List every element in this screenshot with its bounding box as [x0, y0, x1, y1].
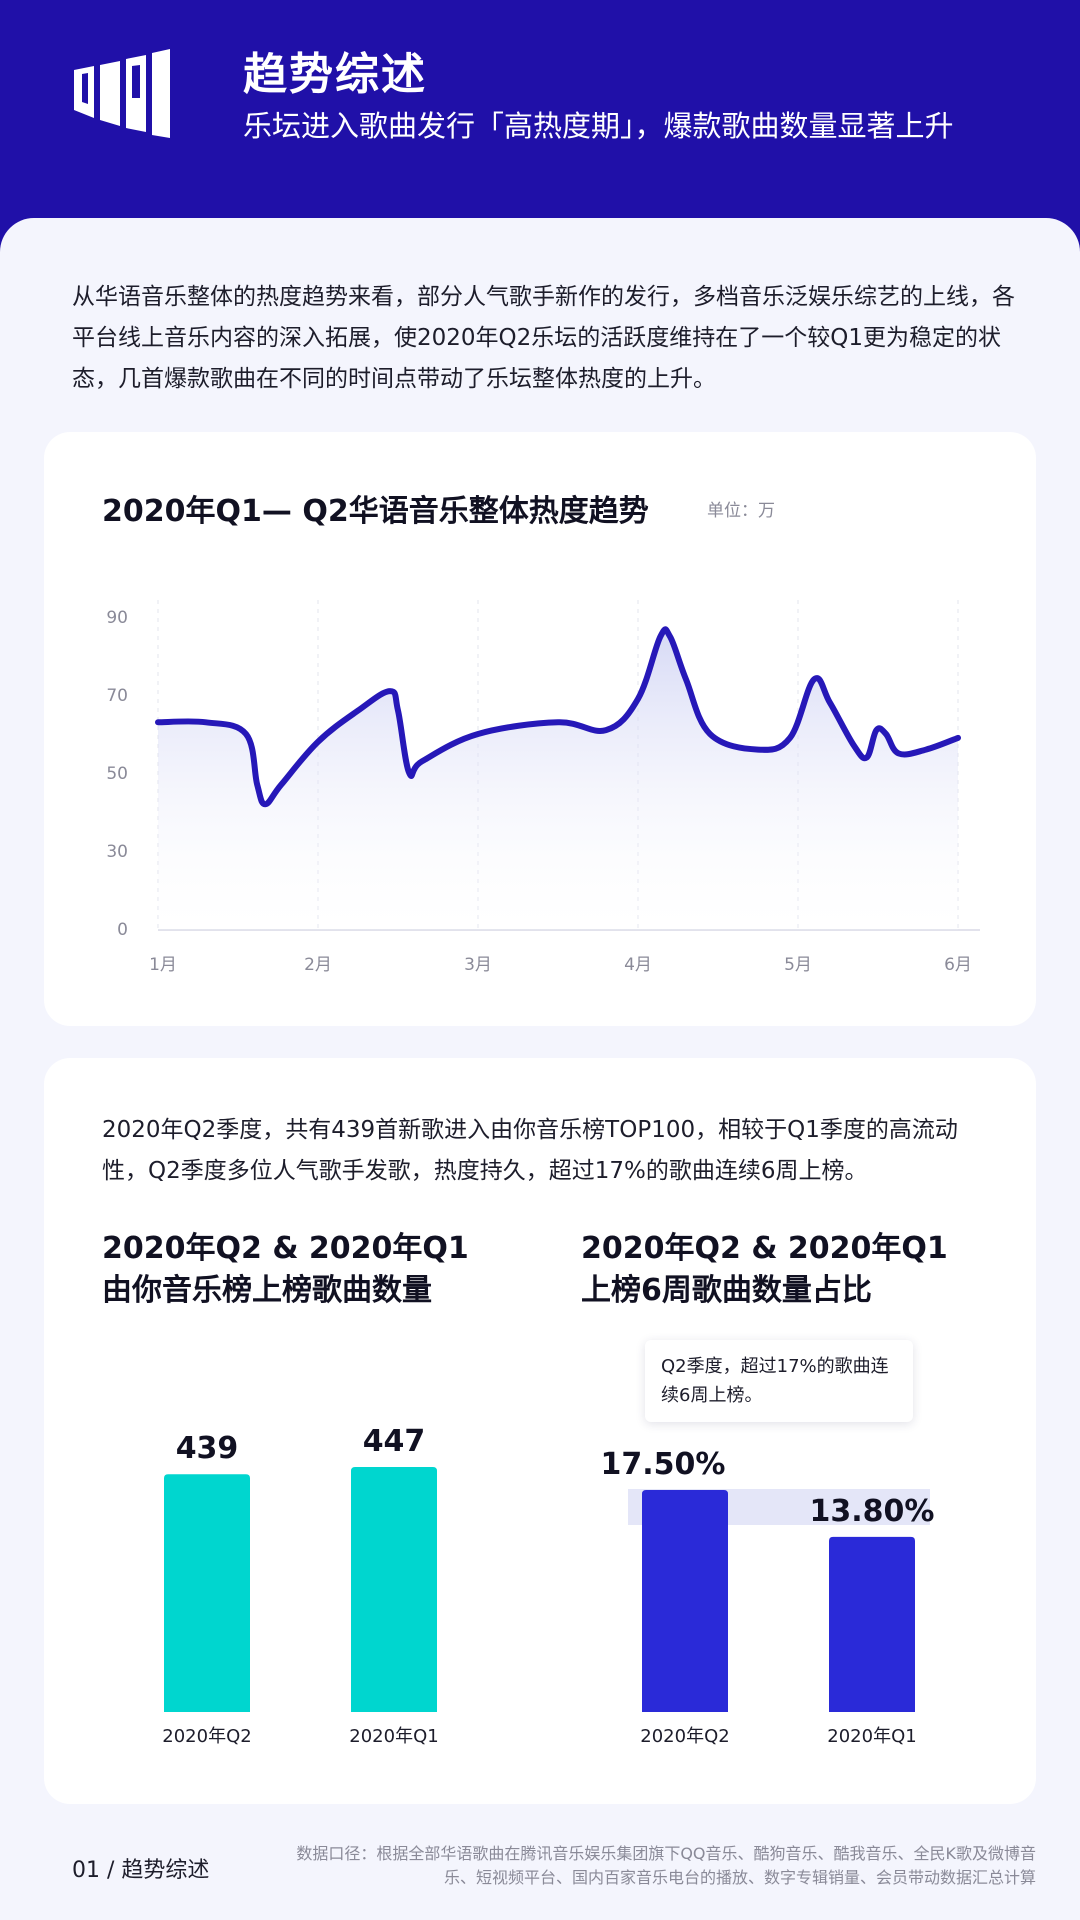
- y-tick-label: 70: [106, 686, 128, 706]
- page-subtitle: 乐坛进入歌曲发行「高热度期」，爆款歌曲数量显著上升: [243, 109, 954, 143]
- logo-icon: [74, 49, 170, 138]
- data-source-note: 数据口径：根据全部华语歌曲在腾讯音乐娱乐集团旗下QQ音乐、酷狗音乐、酷我音乐、全…: [296, 1844, 1036, 1887]
- x-tick-label: 3月: [464, 955, 492, 975]
- line-chart-title: 2020年Q1— Q2华语音乐整体热度趋势: [102, 494, 649, 529]
- page-title: 趋势综述: [243, 49, 427, 100]
- x-tick-label: 1月: [149, 955, 177, 975]
- trend-area: [158, 629, 958, 930]
- trend-line: [155, 626, 961, 808]
- bar-category-label: 2020年Q1: [349, 1726, 438, 1747]
- bar-charts: 439 2020年Q2 447 2020年Q1 17.50% 2020年Q2 13.80%…: [162, 1424, 935, 1747]
- bar-value-label: 17.50%: [601, 1447, 726, 1482]
- y-tick-label: 90: [106, 608, 128, 628]
- line-chart-unit: 单位：万: [707, 501, 775, 521]
- right-title-line-2: 上榜6周歌曲数量占比: [581, 1273, 872, 1308]
- bar-value-label: 447: [363, 1424, 426, 1459]
- ranking-paragraph: 2020年Q2季度，共有439首新歌进入由你音乐榜TOP100，相较于Q1季度的…: [102, 1117, 958, 1184]
- header-banner: 趋势综述 乐坛进入歌曲发行「高热度期」，爆款歌曲数量显著上升: [0, 0, 1080, 260]
- line-chart: 90 70 50 30 0 1月 2月 3月 4月 5月 6月: [106, 600, 980, 975]
- page-indicator: 01 / 趋势综述: [72, 1858, 210, 1883]
- x-tick-label: 5月: [784, 955, 812, 975]
- left-bar-chart-title: 2020年Q2 & 2020年Q1 由你音乐榜上榜歌曲数量: [102, 1228, 522, 1312]
- x-tick-label: 4月: [624, 955, 652, 975]
- y-tick-label: 50: [106, 764, 128, 784]
- left-title-line-2: 由你音乐榜上榜歌曲数量: [102, 1273, 432, 1308]
- bar-value-label: 439: [176, 1431, 239, 1466]
- right-bar-chart-title: 2020年Q2 & 2020年Q1 上榜6周歌曲数量占比: [581, 1228, 1001, 1312]
- y-tick-label: 0: [117, 920, 128, 940]
- bar: [829, 1536, 915, 1712]
- y-tick-label: 30: [106, 842, 128, 862]
- bar-category-label: 2020年Q2: [162, 1726, 251, 1747]
- x-tick-label: 6月: [944, 955, 972, 975]
- bar: [164, 1474, 250, 1712]
- left-title-line-1: 2020年Q2 & 2020年Q1: [102, 1231, 469, 1266]
- x-tick-label: 2月: [304, 955, 332, 975]
- bar: [351, 1467, 437, 1712]
- intro-paragraph: 从华语音乐整体的热度趋势来看，部分人气歌手新作的发行，多档音乐泛娱乐综艺的上线，…: [72, 284, 1015, 392]
- annotation-callout: Q2季度，超过17%的歌曲连续6周上榜。: [645, 1340, 913, 1422]
- bar-category-label: 2020年Q1: [827, 1726, 916, 1747]
- bar-value-label: 13.80%: [810, 1494, 935, 1529]
- bar: [642, 1490, 728, 1712]
- right-title-line-1: 2020年Q2 & 2020年Q1: [581, 1231, 948, 1266]
- bar-category-label: 2020年Q2: [640, 1726, 729, 1747]
